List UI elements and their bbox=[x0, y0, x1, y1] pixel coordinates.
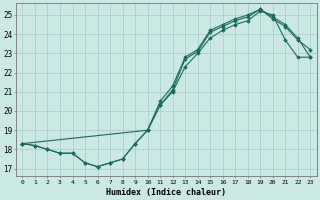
X-axis label: Humidex (Indice chaleur): Humidex (Indice chaleur) bbox=[106, 188, 226, 197]
